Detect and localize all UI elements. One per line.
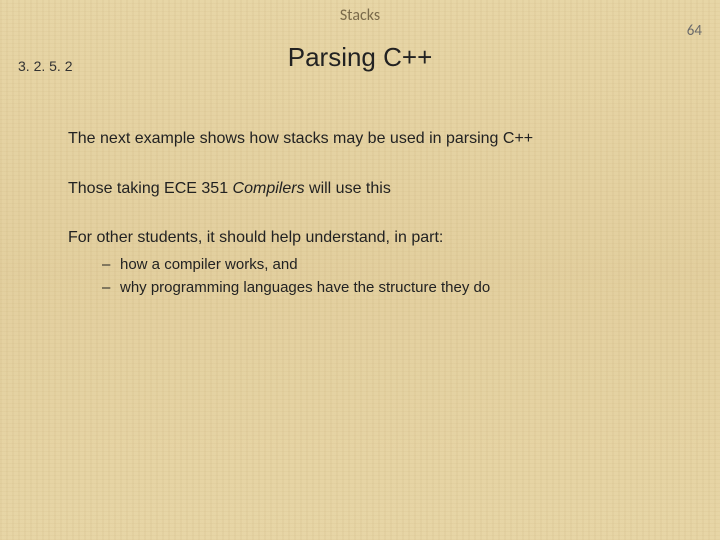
paragraph-3: For other students, it should help under… (68, 227, 680, 249)
list-item: –how a compiler works, and (102, 255, 680, 275)
paragraph-2: Those taking ECE 351 Compilers will use … (68, 178, 680, 200)
paragraph-1: The next example shows how stacks may be… (68, 128, 680, 150)
course-name: Compilers (233, 180, 305, 197)
para2-post: will use this (305, 180, 391, 197)
bullet-1-text: how a compiler works, and (120, 256, 298, 273)
page-number: 64 (687, 22, 702, 40)
para2-pre: Those taking ECE 351 (68, 180, 233, 197)
dash-icon: – (102, 255, 120, 275)
slide-body: The next example shows how stacks may be… (68, 128, 680, 301)
list-item: –why programming languages have the stru… (102, 278, 680, 298)
header-topic: Stacks (0, 6, 720, 25)
bullet-list: –how a compiler works, and –why programm… (68, 255, 680, 299)
dash-icon: – (102, 278, 120, 298)
slide-title: Parsing C++ (0, 42, 720, 73)
bullet-2-text: why programming languages have the struc… (120, 279, 490, 296)
